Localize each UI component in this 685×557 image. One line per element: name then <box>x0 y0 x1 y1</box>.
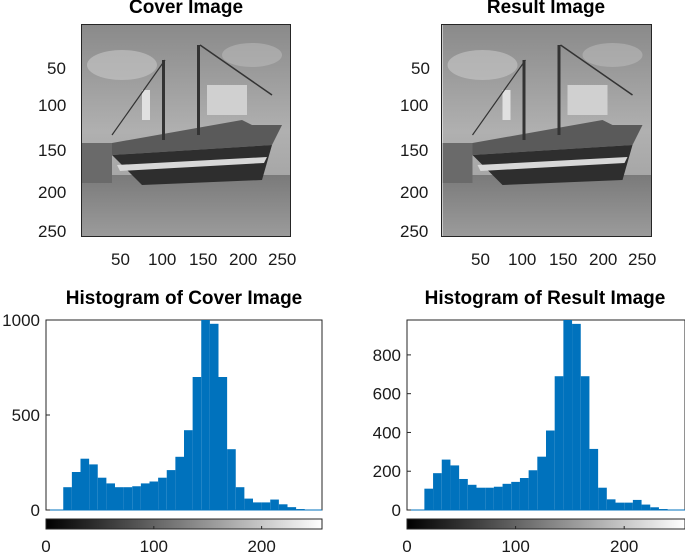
cover-image <box>81 24 291 237</box>
grayscale-colorbar <box>406 518 685 530</box>
cover-y-tick-50: 50 <box>47 59 66 78</box>
histogram-bar <box>253 502 262 510</box>
histogram-bar <box>485 487 494 510</box>
histogram-bar <box>201 320 210 510</box>
histogram-bar <box>184 430 193 510</box>
histogram-bar <box>624 502 633 510</box>
cover-x-tick-200: 200 <box>229 250 258 269</box>
histogram-bar <box>140 483 150 510</box>
histogram-bar <box>166 470 176 510</box>
histogram-bar <box>450 465 460 510</box>
histogram-bar <box>132 486 141 510</box>
histogram-bar <box>192 377 202 510</box>
cover-y-tick-200: 200 <box>38 183 67 202</box>
histogram-bar <box>227 449 236 510</box>
y-tick-label: 400 <box>373 423 401 442</box>
y-tick-label: 0 <box>392 501 401 520</box>
histogram-bar <box>589 448 599 510</box>
grayscale-colorbar <box>45 518 323 530</box>
histogram-bar <box>641 504 651 510</box>
histogram-bar <box>546 430 555 510</box>
result-x-tick-200: 200 <box>589 250 618 269</box>
histogram-bar <box>287 507 297 510</box>
result-image-title: Result Image <box>486 0 606 18</box>
cover-y-tick-100: 100 <box>38 96 67 115</box>
result-histogram-title: Histogram of Result Image <box>424 288 666 309</box>
result-y-tick-200: 200 <box>400 183 429 202</box>
cover-y-tick-150: 150 <box>38 141 67 160</box>
cover-x-tick-50: 50 <box>111 250 130 269</box>
histogram-bar <box>270 499 279 510</box>
x-tick-label: 100 <box>140 537 168 556</box>
result-x-tick-50: 50 <box>471 250 490 269</box>
result-y-tick-50: 50 <box>411 59 430 78</box>
histogram-bar <box>106 483 115 510</box>
histogram-bar <box>123 487 133 510</box>
histogram-bar <box>650 507 659 510</box>
histogram-bar <box>115 487 124 510</box>
cover-histogram-title: Histogram of Cover Image <box>65 288 303 309</box>
histogram-bar <box>615 502 625 510</box>
histogram-bar <box>261 502 271 510</box>
x-tick-label: 200 <box>610 537 638 556</box>
cover-x-tick-150: 150 <box>189 250 218 269</box>
x-tick-label: 0 <box>402 537 411 556</box>
histogram-bar <box>476 487 486 510</box>
boat-picture <box>82 25 290 236</box>
y-tick-label: 800 <box>373 346 401 365</box>
histogram-bar <box>467 484 477 510</box>
y-tick-label: 200 <box>373 462 401 481</box>
histogram-bar <box>519 478 529 510</box>
histogram-bar <box>598 487 607 510</box>
histogram-bar <box>278 504 288 510</box>
y-tick-label: 500 <box>12 406 40 425</box>
result-y-tick-100: 100 <box>400 96 429 115</box>
x-tick-label: 100 <box>501 537 529 556</box>
histogram-bar <box>235 487 245 510</box>
histogram-bar <box>175 456 184 510</box>
x-tick-label: 200 <box>247 537 275 556</box>
histogram-bar <box>632 499 642 510</box>
cover-y-tick-250: 250 <box>38 222 67 241</box>
result-x-tick-100: 100 <box>508 250 537 269</box>
histogram-bar <box>218 377 228 510</box>
histogram-bar <box>89 464 98 510</box>
boat-picture <box>442 25 651 236</box>
histogram-bar <box>528 470 538 510</box>
result-image <box>441 24 652 237</box>
histogram-bar <box>209 323 219 510</box>
histogram-bar <box>63 487 72 510</box>
histogram-bar <box>244 498 253 510</box>
histogram-bar <box>97 477 107 510</box>
x-tick-label: 0 <box>41 537 50 556</box>
histogram-bar <box>563 320 573 510</box>
histogram-bar <box>459 478 468 510</box>
histogram-bar <box>502 483 512 510</box>
histogram-bar <box>580 376 590 510</box>
result-x-tick-250: 250 <box>628 250 657 269</box>
histogram-bar <box>424 488 434 510</box>
histogram-bar <box>493 486 503 510</box>
histogram-bar <box>158 477 167 510</box>
y-tick-label: 0 <box>31 501 40 520</box>
histogram-bar <box>606 499 616 510</box>
histogram-bar <box>537 456 546 510</box>
cover-image-title: Cover Image <box>128 0 244 18</box>
histogram-bar <box>80 458 90 510</box>
histogram-bar <box>441 459 451 510</box>
result-x-tick-150: 150 <box>549 250 578 269</box>
result-y-tick-250: 250 <box>400 222 429 241</box>
y-tick-label: 1000 <box>2 311 40 330</box>
histogram-bar <box>433 473 442 510</box>
result-y-tick-150: 150 <box>400 141 429 160</box>
cover-x-tick-100: 100 <box>148 250 177 269</box>
histogram-bar <box>149 481 159 510</box>
histogram-bar <box>572 323 581 510</box>
histogram-bar <box>71 472 81 510</box>
cover-x-tick-250: 250 <box>268 250 297 269</box>
y-tick-label: 600 <box>373 385 401 404</box>
histogram-bar <box>511 481 520 510</box>
histogram-bar <box>554 376 564 510</box>
